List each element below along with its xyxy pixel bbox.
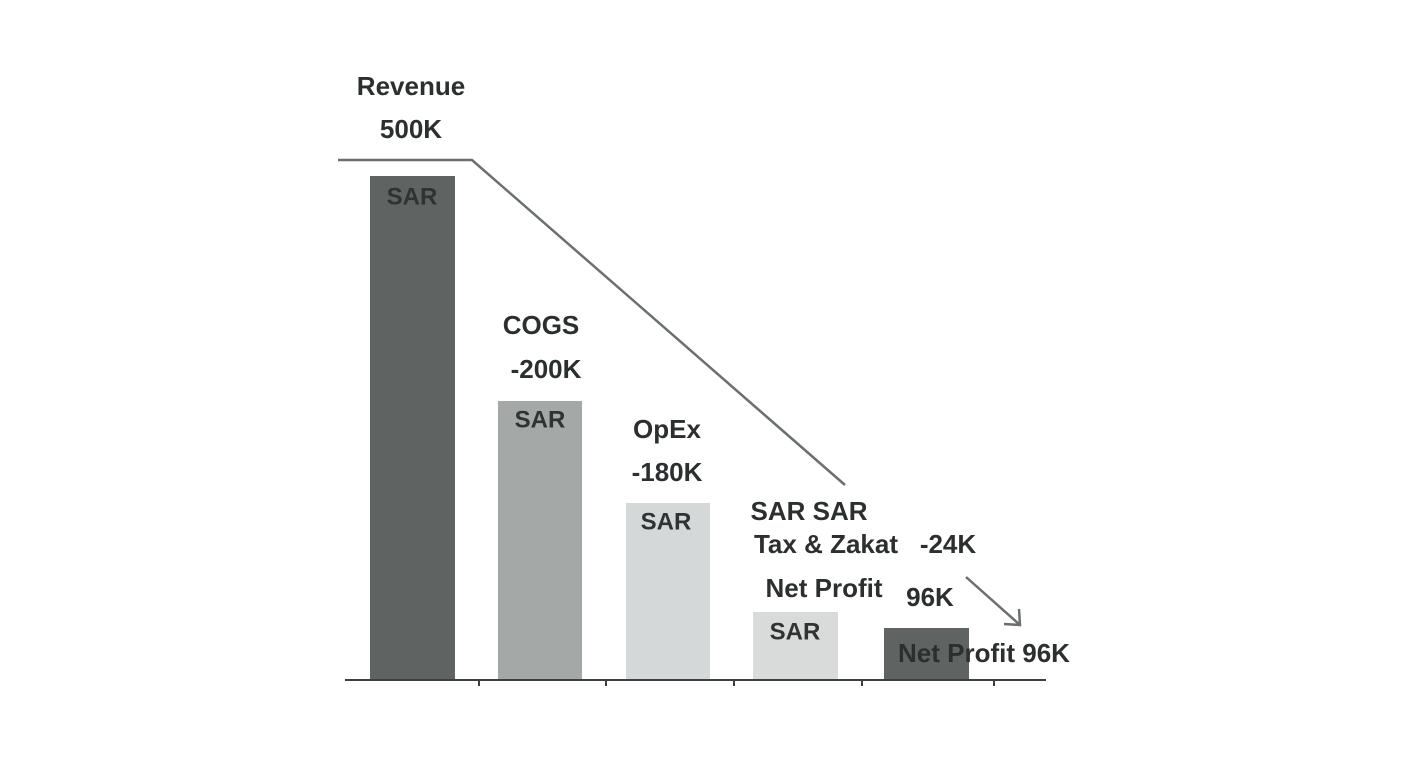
unit: SAR <box>641 508 692 535</box>
revenue-bar <box>370 176 455 680</box>
label: COGS <box>503 310 580 340</box>
unit: SAR <box>387 183 438 210</box>
amount: -180K <box>632 457 703 487</box>
label: Net Profit <box>766 573 883 603</box>
label: Tax & Zakat <box>754 529 898 559</box>
cogs-bar <box>498 401 582 680</box>
trend-line <box>338 158 846 486</box>
amount: 96K <box>906 582 954 612</box>
baseline <box>345 679 1046 686</box>
arrow <box>965 576 1022 627</box>
net-profit-bar <box>884 628 969 680</box>
summary: Net Profit 96K <box>898 638 1070 668</box>
unit: SAR <box>515 406 566 433</box>
opex-bar <box>626 503 710 680</box>
label: Revenue <box>357 71 465 101</box>
tax-bar <box>753 612 838 680</box>
amount: 500K <box>380 114 442 144</box>
unit: SAR SAR <box>750 496 867 526</box>
amount: -200K <box>511 354 582 384</box>
amount: -24K <box>920 529 977 559</box>
label: OpEx <box>633 414 701 444</box>
unit: SAR <box>770 618 821 645</box>
